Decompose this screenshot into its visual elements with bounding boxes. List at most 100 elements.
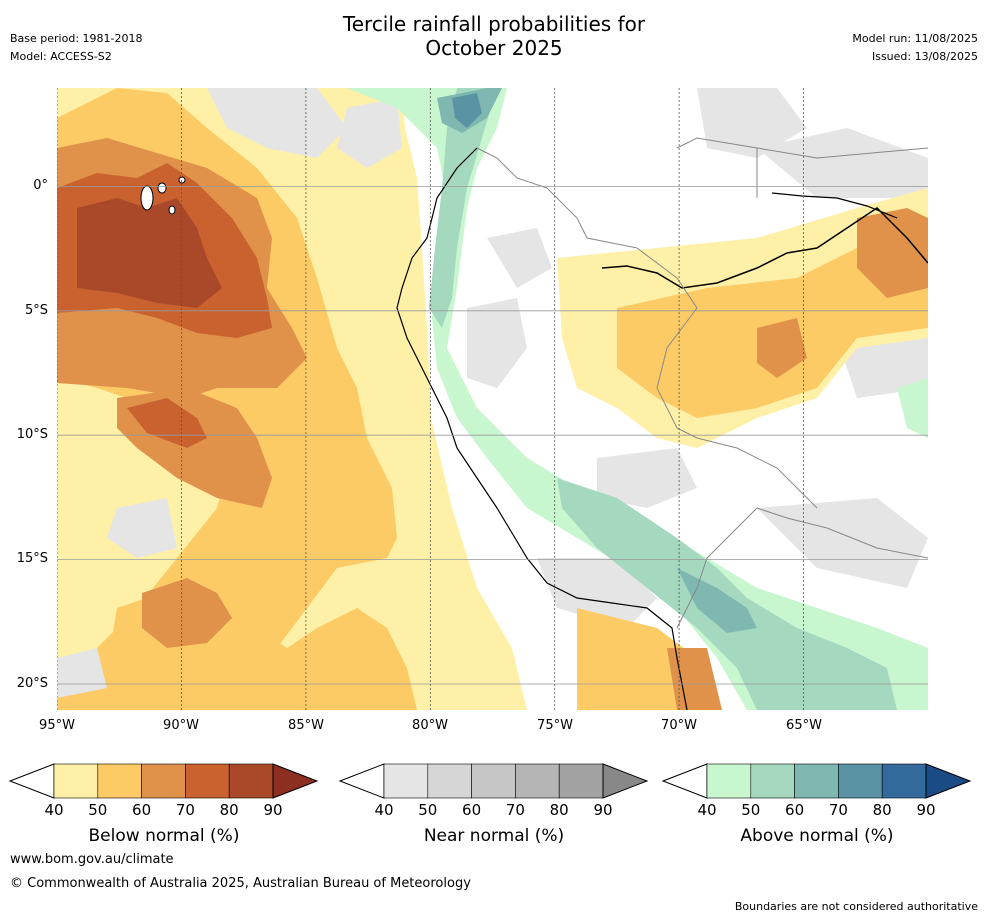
- above-50-andes: [429, 88, 497, 328]
- near-40-sw-ocean: [107, 498, 177, 558]
- base-period-text: Base period: 1981-2018: [10, 32, 143, 45]
- colorbar-below-tick-70: 70: [175, 801, 195, 819]
- colorbar-below-segment-1: [97, 763, 142, 799]
- above-50-peru: [557, 478, 897, 710]
- colorbar-below-tick-90: 90: [263, 801, 283, 819]
- map-title: Tercile rainfall probabilities for Octob…: [0, 12, 988, 60]
- below-normal-continent: [557, 188, 928, 710]
- lon-label-90w: 90°W: [163, 718, 199, 733]
- colorbar-below-max: [272, 763, 319, 799]
- below-60-amazon-b: [757, 318, 807, 378]
- near-40-pacific-south: [57, 648, 107, 698]
- colorbar-above-tick-90: 90: [916, 801, 936, 819]
- colorbar-above-max: [925, 763, 972, 799]
- lat-label-0: 0°: [33, 178, 48, 193]
- below-80-ocean: [77, 198, 222, 308]
- below-50-amazon: [617, 218, 928, 418]
- colorbar-near: [338, 763, 649, 799]
- colorbar-near-segment-2: [471, 763, 516, 799]
- lon-label-95w: 95°W: [39, 718, 75, 733]
- lon-label-75w: 75°W: [537, 718, 573, 733]
- above-70-north: [452, 93, 482, 128]
- near-40-amazon-a: [697, 88, 807, 158]
- colorbar-above-tick-80: 80: [872, 801, 892, 819]
- map-title-line-1: Tercile rainfall probabilities for: [342, 12, 646, 36]
- colorbar-near-tick-50: 50: [418, 801, 438, 819]
- colorbar-above-segment-3: [838, 763, 883, 799]
- above-normal-fields: [347, 88, 928, 710]
- near-40-bolivia: [757, 498, 928, 588]
- footer-url[interactable]: www.bom.gov.au/climate: [10, 852, 174, 867]
- river-north: [771, 192, 898, 219]
- near-40-peru-coast: [537, 558, 657, 628]
- lon-label-80w: 80°W: [412, 718, 448, 733]
- lat-label-20s: 20°S: [16, 676, 48, 691]
- amazon-river: [601, 207, 928, 289]
- colorbar-near-segment-1: [427, 763, 472, 799]
- near-40-north: [207, 88, 347, 158]
- colorbar-above-segment-0: [706, 763, 752, 799]
- model-text: Model: ACCESS-S2: [10, 50, 112, 63]
- footer-note: Boundaries are not considered authoritat…: [734, 900, 978, 913]
- near-40-amazon-d: [597, 448, 697, 508]
- colorbar-below-tick-60: 60: [132, 801, 152, 819]
- colorbar-above-tick-40: 40: [697, 801, 717, 819]
- near-40-andes-b: [487, 228, 552, 288]
- colorbar-below-tick-80: 80: [219, 801, 239, 819]
- colorbar-above-tick-70: 70: [828, 801, 848, 819]
- colorbar-near-tick-70: 70: [505, 801, 525, 819]
- galapagos-islands: [140, 176, 186, 215]
- colorbar-below-tick-40: 40: [44, 801, 64, 819]
- colorbar-below-segment-3: [185, 763, 230, 799]
- near-40-amazon-b: [757, 128, 928, 198]
- near-40-north-b: [337, 98, 402, 168]
- colorbar-below-title: Below normal (%): [88, 826, 240, 846]
- colorbar-above: [661, 763, 972, 799]
- colorbar-above-segment-4: [881, 763, 927, 799]
- colorbar-near-max: [602, 763, 649, 799]
- colorbar-below-min: [8, 763, 55, 799]
- above-40-andes: [347, 88, 928, 710]
- map-title-line-2: October 2025: [425, 36, 563, 60]
- colorbar-near-tick-80: 80: [549, 801, 569, 819]
- above-40-amazon-east: [897, 378, 928, 438]
- lat-label-15s: 15°S: [16, 551, 48, 566]
- colorbar-above-min: [661, 763, 708, 799]
- coastline-south-america: [396, 147, 688, 710]
- meta-right: Model run: 11/08/2025 Issued: 13/08/2025: [852, 32, 978, 68]
- lon-label-85w: 85°W: [288, 718, 324, 733]
- meta-left: Base period: 1981-2018 Model: ACCESS-S2: [10, 32, 142, 68]
- lat-label-5s: 5°S: [24, 303, 48, 318]
- model-run-text: Model run: 11/08/2025: [852, 32, 978, 45]
- colorbar-near-segment-3: [515, 763, 560, 799]
- lon-label-65w: 65°W: [786, 718, 822, 733]
- colorbar-above-segment-1: [750, 763, 795, 799]
- issued-text: Issued: 13/08/2025: [871, 50, 978, 63]
- lat-label-10s: 10°S: [16, 427, 48, 442]
- below-normal-fields: [57, 88, 527, 710]
- colorbar-near-segment-4: [558, 763, 604, 799]
- grid-lines: [57, 186, 928, 685]
- below-60-ocean-south: [142, 578, 232, 648]
- colorbar-below-segment-4: [228, 763, 274, 799]
- colorbar-near-title: Near normal (%): [423, 826, 565, 846]
- colorbar-near-min: [338, 763, 385, 799]
- colorbar-above-title: Above normal (%): [740, 826, 894, 846]
- colorbar-below-segment-0: [53, 763, 99, 799]
- probability-map: [57, 88, 928, 710]
- near-40-andes-a: [467, 298, 527, 388]
- colorbar-near-segment-0: [383, 763, 429, 799]
- colorbar-near-tick-40: 40: [374, 801, 394, 819]
- colorbar-below-segment-2: [141, 763, 186, 799]
- near-normal-fields: [57, 88, 928, 698]
- colorbar-near-tick-90: 90: [593, 801, 613, 819]
- above-60-peru: [677, 568, 757, 633]
- country-borders: [476, 137, 928, 629]
- below-60-amazon: [857, 208, 928, 298]
- colorbar-below-tick-50: 50: [88, 801, 108, 819]
- lon-label-70w: 70°W: [661, 718, 697, 733]
- near-40-amazon-c: [837, 338, 928, 398]
- colorbar-above-segment-2: [794, 763, 839, 799]
- colorbar-below: [8, 763, 319, 799]
- footer-copyright: © Commonwealth of Australia 2025, Austra…: [10, 876, 471, 891]
